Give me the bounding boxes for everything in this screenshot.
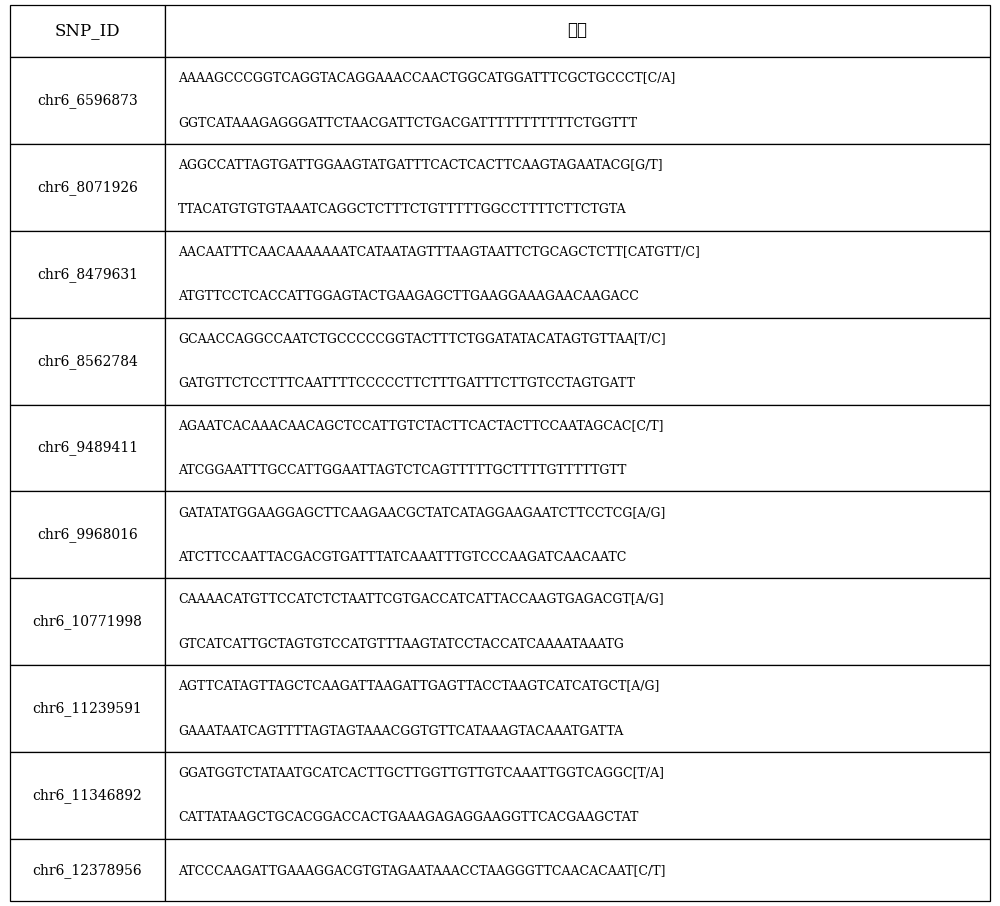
Bar [10, 491, 165, 578]
Bar [165, 491, 990, 578]
Bar [165, 57, 990, 144]
Text: GATATATGGAAGGAGCTTCAAGAACGCTATCATAGGAAGAATCTTCCTCG[A/G]: GATATATGGAAGGAGCTTCAAGAACGCTATCATAGGAAGA… [178, 506, 665, 519]
Text: ATCGGAATTTGCCATTGGAATTAGTCTCAGTTTTTGCTTTTGTTTTTGTT: ATCGGAATTTGCCATTGGAATTAGTCTCAGTTTTTGCTTT… [178, 464, 626, 477]
Bar [165, 5, 990, 57]
Bar [10, 5, 165, 57]
Text: GATGTTCTCCTTTCAATTTTCCCCCTTCTTTGATTTCTTGTCCTAGTGATT: GATGTTCTCCTTTCAATTTTCCCCCTTCTTTGATTTCTTG… [178, 377, 635, 390]
Bar [165, 578, 990, 665]
Text: ATCTTCCAATTACGACGTGATTTATCAAATTTGTCCCAAGATCAACAATC: ATCTTCCAATTACGACGTGATTTATCAAATTTGTCCCAAG… [178, 551, 626, 564]
Text: GTCATCATTGCTAGTGTCCATGTTTAAGTATCCTACCATCAAAATAAATG: GTCATCATTGCTAGTGTCCATGTTTAAGTATCCTACCATC… [178, 638, 624, 651]
Bar [10, 752, 165, 839]
Text: chr6_9489411: chr6_9489411 [37, 440, 138, 456]
Text: chr6_8071926: chr6_8071926 [37, 180, 138, 195]
Bar [10, 231, 165, 318]
Bar [165, 665, 990, 752]
Text: AGAATCACAAACAACAGCTCCATTGTCTACTTCACTACTTCCAATAGCAC[C/T]: AGAATCACAAACAACAGCTCCATTGTCTACTTCACTACTT… [178, 419, 663, 432]
Bar [165, 231, 990, 318]
Text: CATTATAAGCTGCACGGACCACTGAAAGAGAGGAAGGTTCACGAAGCTAT: CATTATAAGCTGCACGGACCACTGAAAGAGAGGAAGGTTC… [178, 812, 638, 824]
Text: GGTCATAAAGAGGGATTCTAACGATTCTGACGATTTTTTTTTTTCTGGTTT: GGTCATAAAGAGGGATTCTAACGATTCTGACGATTTTTTT… [178, 117, 637, 130]
Text: chr6_6596873: chr6_6596873 [37, 93, 138, 108]
Bar [165, 839, 990, 901]
Text: AGTTCATAGTTAGCTCAAGATTAAGATTGAGTTACCTAAGTCATCATGCT[A/G]: AGTTCATAGTTAGCTCAAGATTAAGATTGAGTTACCTAAG… [178, 680, 659, 692]
Text: 序列: 序列 [567, 23, 587, 39]
Text: AAAAGCCCGGTCAGGTACAGGAAACCAACTGGCATGGATTTCGCTGCCCT[C/A]: AAAAGCCCGGTCAGGTACAGGAAACCAACTGGCATGGATT… [178, 72, 675, 84]
Bar [10, 839, 165, 901]
Text: chr6_8562784: chr6_8562784 [37, 353, 138, 369]
Bar [10, 404, 165, 491]
Text: chr6_12378956: chr6_12378956 [33, 863, 142, 878]
Bar [165, 404, 990, 491]
Text: AACAATTTCAACAAAAAAATCATAATAGTTTAAGTAATTCTGCAGCTCTT[CATGTT/C]: AACAATTTCAACAAAAAAATCATAATAGTTTAAGTAATTC… [178, 246, 700, 258]
Text: TTACATGTGTGTAAATCAGGCTCTTTCTGTTTTTGGCCTTTTCTTCTGTA: TTACATGTGTGTAAATCAGGCTCTTTCTGTTTTTGGCCTT… [178, 204, 626, 217]
Text: GCAACCAGGCCAATCTGCCCCCGGTACTTTCTGGATATACATAGTGTTAA[T/C]: GCAACCAGGCCAATCTGCCCCCGGTACTTTCTGGATATAC… [178, 332, 666, 345]
Bar [10, 318, 165, 404]
Bar [165, 144, 990, 231]
Text: ATGTTCCTCACCATTGGAGTACTGAAGAGCTTGAAGGAAAGAACAAGACC: ATGTTCCTCACCATTGGAGTACTGAAGAGCTTGAAGGAAA… [178, 290, 639, 304]
Text: GGATGGTCTATAATGCATCACTTGCTTGGTTGTTGTCAAATTGGTCAGGC[T/A]: GGATGGTCTATAATGCATCACTTGCTTGGTTGTTGTCAAA… [178, 766, 664, 779]
Bar [10, 578, 165, 665]
Text: chr6_10771998: chr6_10771998 [32, 614, 142, 629]
Bar [165, 752, 990, 839]
Bar [10, 57, 165, 144]
Text: chr6_8479631: chr6_8479631 [37, 266, 138, 282]
Text: AGGCCATTAGTGATTGGAAGTATGATTTCACTCACTTCAAGTAGAATACG[G/T]: AGGCCATTAGTGATTGGAAGTATGATTTCACTCACTTCAA… [178, 159, 662, 171]
Text: chr6_9968016: chr6_9968016 [37, 527, 138, 543]
Text: GAAATAATCAGTTTTAGTAGTAAACGGTGTTCATAAAGTACAAATGATTA: GAAATAATCAGTTTTAGTAGTAAACGGTGTTCATAAAGTA… [178, 725, 623, 737]
Bar [165, 318, 990, 404]
Text: chr6_11239591: chr6_11239591 [33, 701, 142, 716]
Text: ATCCCAAGATTGAAAGGACGTGTAGAATAAACCTAAGGGTTCAACACAAT[C/T]: ATCCCAAGATTGAAAGGACGTGTAGAATAAACCTAAGGGT… [178, 863, 665, 877]
Text: SNP_ID: SNP_ID [55, 23, 120, 39]
Bar [10, 665, 165, 752]
Text: CAAAACATGTTCCATCTCTAATTCGTGACCATCATTACCAAGTGAGACGT[A/G]: CAAAACATGTTCCATCTCTAATTCGTGACCATCATTACCA… [178, 593, 664, 605]
Text: chr6_11346892: chr6_11346892 [33, 788, 142, 803]
Bar [10, 144, 165, 231]
